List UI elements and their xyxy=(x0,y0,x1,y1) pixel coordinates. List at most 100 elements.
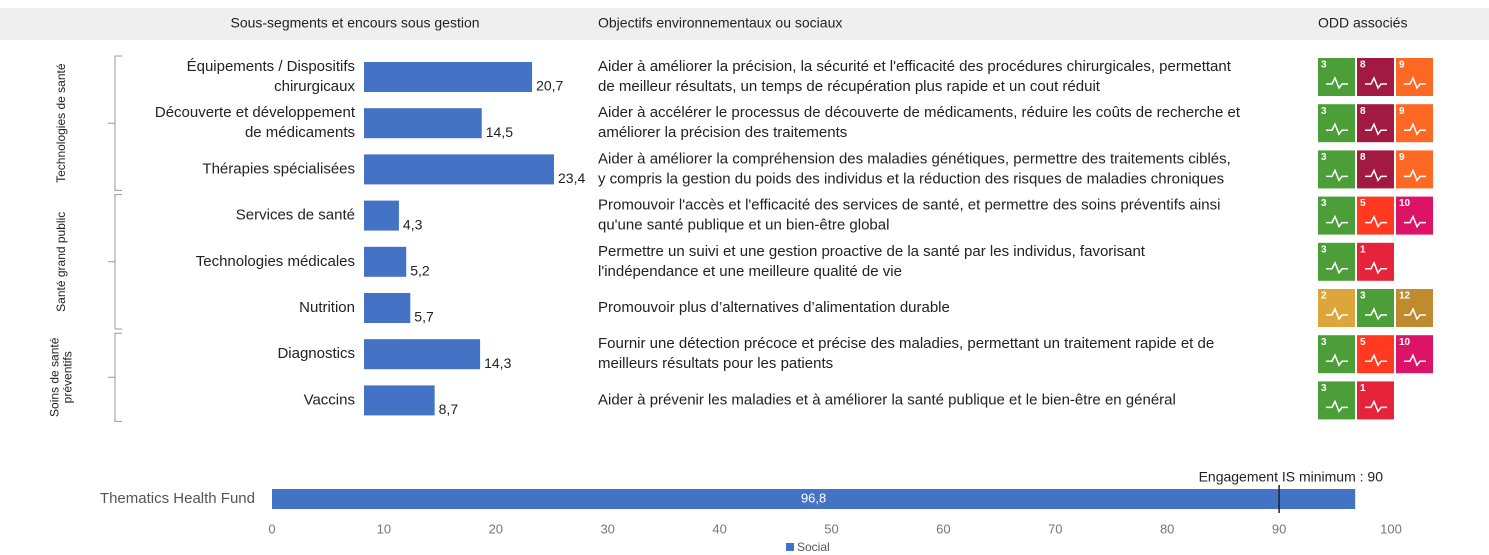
odd-icon xyxy=(1357,104,1394,143)
odd-pictogram xyxy=(1365,399,1387,413)
category-label: chirurgicaux xyxy=(274,78,355,95)
legend-swatch xyxy=(786,543,794,551)
odd-pictogram xyxy=(1365,76,1387,90)
odd-number: 1 xyxy=(1360,383,1366,394)
odd-icon xyxy=(1318,58,1355,96)
odd-number: 2 xyxy=(1321,291,1327,302)
odd-number: 3 xyxy=(1360,291,1366,302)
x-tick-label: 60 xyxy=(936,521,950,536)
group-bracket xyxy=(108,55,122,191)
bar xyxy=(272,489,1356,509)
value-label: 20,7 xyxy=(536,78,563,94)
odd-icon xyxy=(1357,58,1394,96)
odd-pictogram xyxy=(1326,122,1348,136)
x-tick-label: 80 xyxy=(1160,521,1174,536)
odd-pictogram xyxy=(1365,214,1387,229)
bar xyxy=(364,385,435,416)
odd-number: 5 xyxy=(1360,198,1366,209)
category-label: Vaccins xyxy=(304,391,355,408)
odd-pictogram xyxy=(1404,122,1426,136)
value-label: 4,3 xyxy=(403,216,423,232)
bar xyxy=(364,246,407,277)
column-header: Sous-segments et encours sous gestion xyxy=(230,15,479,31)
odd-number: 3 xyxy=(1321,337,1327,348)
odd-number: 8 xyxy=(1360,106,1366,117)
category-label: de médicaments xyxy=(245,124,355,141)
odd-pictogram xyxy=(1326,168,1348,182)
odd-number: 3 xyxy=(1321,60,1327,71)
odd-number: 3 xyxy=(1321,198,1327,209)
odd-pictogram xyxy=(1365,168,1387,182)
category-label: Services de santé xyxy=(236,207,355,224)
odd-pictogram xyxy=(1326,307,1348,321)
x-tick-label: 100 xyxy=(1380,521,1402,536)
group-bracket xyxy=(108,332,122,422)
odd-icon xyxy=(1357,242,1394,281)
odd-icon xyxy=(1396,289,1433,327)
value-label: 23,4 xyxy=(558,170,585,186)
value-label: 96,8 xyxy=(801,490,826,505)
odd-pictogram xyxy=(1404,307,1426,321)
group-label-text: Technologies de santé xyxy=(54,63,68,183)
column-header: Objectifs environnementaux ou sociaux xyxy=(598,15,842,31)
x-tick-label: 90 xyxy=(1272,521,1286,536)
value-label: 5,2 xyxy=(410,263,430,279)
objective-text: qu'une santé publique et un bien-être gl… xyxy=(598,217,889,234)
odd-number: 9 xyxy=(1399,60,1405,71)
odd-pictogram xyxy=(1404,168,1426,182)
odd-pictogram xyxy=(1404,214,1426,229)
group-label-text: Soins de santé xyxy=(48,337,62,417)
objective-text: Aider à améliorer la précision, la sécur… xyxy=(598,58,1232,75)
x-tick-label: 10 xyxy=(377,521,391,536)
odd-pictogram xyxy=(1326,260,1348,275)
odd-icon xyxy=(1318,242,1355,281)
group-label: Santé grand public xyxy=(54,212,68,312)
group-bracket xyxy=(108,194,122,330)
odd-number: 3 xyxy=(1321,244,1327,255)
odd-icon xyxy=(1318,104,1355,143)
odd-pictogram xyxy=(1326,214,1348,229)
value-label: 14,3 xyxy=(484,355,511,371)
value-label: 14,5 xyxy=(486,124,513,140)
odd-icon xyxy=(1318,196,1355,235)
column-header: ODD associés xyxy=(1318,15,1407,31)
group-label-text: Santé grand public xyxy=(54,212,68,312)
odd-icon xyxy=(1318,335,1355,374)
header-band xyxy=(0,8,1489,40)
category-label: Thérapies spécialisées xyxy=(202,160,355,177)
odd-icon xyxy=(1396,150,1433,189)
odd-icon xyxy=(1396,196,1433,235)
objective-text: améliorer la précision des traitements xyxy=(598,124,847,141)
odd-number: 8 xyxy=(1360,152,1366,163)
objective-text: Aider à prévenir les maladies et à améli… xyxy=(598,391,1176,408)
odd-icon xyxy=(1357,289,1394,327)
odd-icon xyxy=(1357,335,1394,374)
group-label: Soins de santé préventifs xyxy=(48,337,75,417)
value-label: 5,7 xyxy=(414,309,434,325)
odd-icon xyxy=(1357,196,1394,235)
odd-pictogram xyxy=(1365,260,1387,275)
odd-number: 3 xyxy=(1321,106,1327,117)
bar xyxy=(364,154,555,185)
odd-pictogram xyxy=(1365,307,1387,321)
odd-pictogram xyxy=(1326,76,1348,90)
objective-text: Promouvoir plus d’alternatives d’aliment… xyxy=(598,299,950,316)
odd-number: 8 xyxy=(1360,60,1366,71)
category-label: Équipements / Dispositifs xyxy=(187,58,355,75)
category-label: Thematics Health Fund xyxy=(100,490,255,507)
odd-icon xyxy=(1357,381,1394,420)
threshold-label: Engagement IS minimum : 90 xyxy=(1199,469,1384,485)
x-tick-label: 20 xyxy=(489,521,503,536)
category-label: Diagnostics xyxy=(277,345,355,362)
odd-icon xyxy=(1396,335,1433,374)
odd-number: 10 xyxy=(1399,337,1411,348)
value-label: 8,7 xyxy=(439,401,459,417)
odd-icon xyxy=(1396,58,1433,96)
objective-text: y compris la gestion du poids des indivi… xyxy=(598,170,1224,187)
odd-icon xyxy=(1396,104,1433,143)
objective-text: Promouvoir l'accès et l'efficacité des s… xyxy=(598,197,1220,214)
odd-number: 12 xyxy=(1399,291,1411,302)
bar xyxy=(364,62,533,92)
odd-pictogram xyxy=(1365,122,1387,136)
odd-pictogram xyxy=(1326,399,1348,413)
